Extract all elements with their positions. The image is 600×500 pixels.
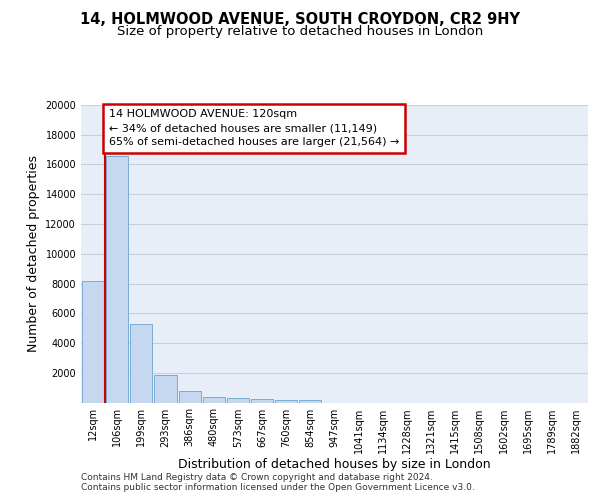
Text: 14 HOLMWOOD AVENUE: 120sqm
← 34% of detached houses are smaller (11,149)
65% of : 14 HOLMWOOD AVENUE: 120sqm ← 34% of deta… (109, 110, 399, 148)
Bar (154, 375, 176, 402)
Bar (82, 280, 104, 402)
Bar (299, 400, 322, 402)
Bar (275, 400, 298, 402)
Bar (251, 399, 273, 402)
Text: Contains public sector information licensed under the Open Government Licence v3: Contains public sector information licen… (81, 484, 475, 492)
Bar (179, 392, 201, 402)
Text: Size of property relative to detached houses in London: Size of property relative to detached ho… (117, 25, 483, 38)
Text: 14, HOLMWOOD AVENUE, SOUTH CROYDON, CR2 9HY: 14, HOLMWOOD AVENUE, SOUTH CROYDON, CR2 … (80, 12, 520, 28)
Y-axis label: Number of detached properties: Number of detached properties (27, 155, 40, 352)
Bar (227, 398, 249, 402)
Text: Contains HM Land Registry data © Crown copyright and database right 2024.: Contains HM Land Registry data © Crown c… (81, 472, 433, 482)
Bar (203, 398, 225, 402)
Bar (106, 156, 128, 402)
X-axis label: Distribution of detached houses by size in London: Distribution of detached houses by size … (178, 458, 491, 471)
Bar (130, 324, 152, 402)
